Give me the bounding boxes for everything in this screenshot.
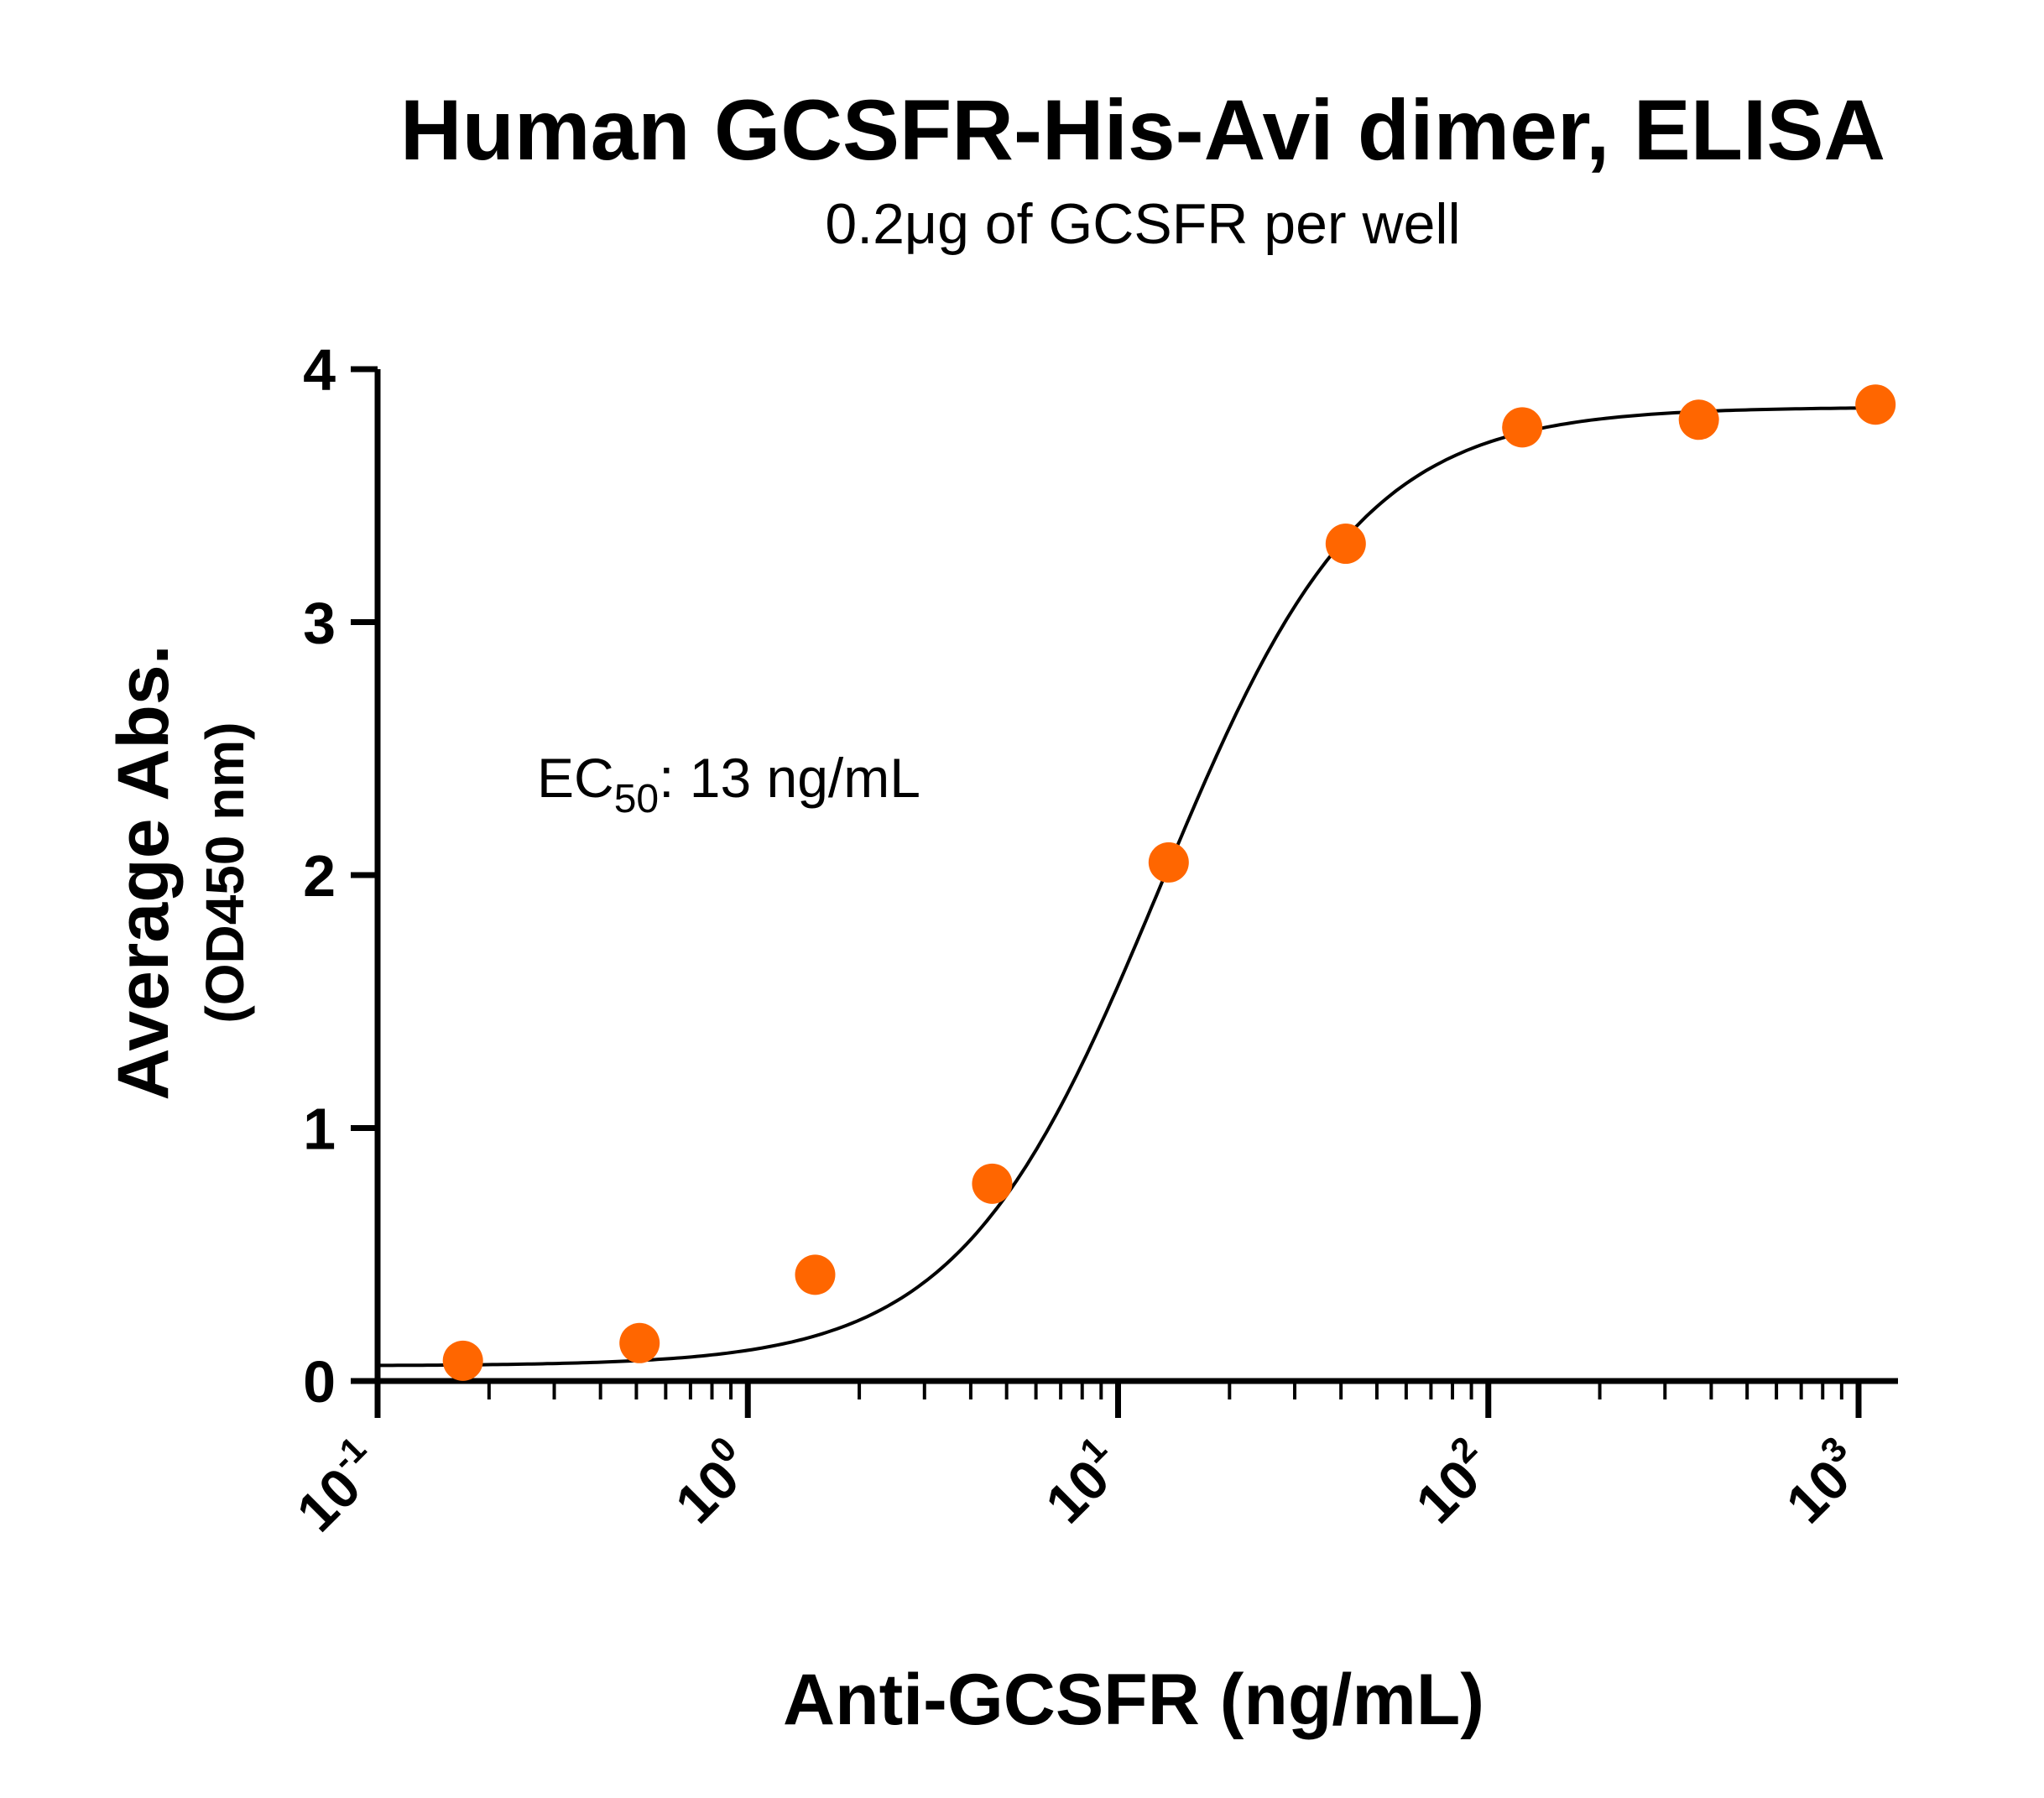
y-tick-label: 3 xyxy=(303,591,336,656)
data-points xyxy=(442,384,1896,1381)
ec50-annotation-value: : 13 ng/mL xyxy=(659,747,920,809)
data-point xyxy=(795,1254,836,1295)
y-tick-label: 2 xyxy=(303,843,336,909)
ec50-annotation-subscript: 50 xyxy=(614,777,659,821)
y-axis-sublabel: (OD450 nm) xyxy=(195,722,255,1023)
x-tick-label: 103 xyxy=(1769,1429,1875,1535)
axes: 0 1 2 3 4 10-1 100 101 102 103 xyxy=(280,337,1898,1543)
x-axis-label: Anti-GCSFR (ng/mL) xyxy=(783,1660,1484,1740)
x-tick-label-group: 102 xyxy=(1399,1429,1504,1535)
ec50-annotation-prefix: EC xyxy=(537,747,614,809)
ec50-annotation: EC50: 13 ng/mL xyxy=(537,747,920,821)
x-tick-label-group: 10-1 xyxy=(280,1429,394,1543)
data-point xyxy=(442,1340,483,1381)
y-tick-label: 4 xyxy=(303,337,336,403)
data-point xyxy=(1678,399,1719,440)
chart-subtitle: 0.2μg of GCSFR per well xyxy=(825,192,1460,256)
data-point xyxy=(972,1163,1013,1204)
x-tick-label: 10-1 xyxy=(280,1429,394,1543)
fit-curve-layer xyxy=(378,406,1876,1368)
x-tick-label: 102 xyxy=(1399,1429,1504,1535)
data-point xyxy=(1855,384,1896,425)
fit-curve xyxy=(378,406,1876,1368)
data-point xyxy=(1148,842,1189,883)
y-tick-label: 1 xyxy=(303,1097,336,1162)
x-tick-label-group: 101 xyxy=(1029,1429,1134,1535)
data-point xyxy=(619,1322,660,1363)
y-axis-label: Average Abs. xyxy=(103,644,184,1100)
x-tick-label: 101 xyxy=(1029,1429,1134,1535)
data-point xyxy=(1325,524,1366,565)
y-tick-label: 0 xyxy=(303,1349,336,1415)
data-point xyxy=(1502,407,1543,448)
y-axis-label-group: Average Abs. (OD450 nm) xyxy=(103,644,255,1100)
chart-title: Human GCSFR-His-Avi dimer, ELISA xyxy=(400,82,1885,178)
x-tick-label-group: 100 xyxy=(659,1429,764,1535)
x-tick-label-group: 103 xyxy=(1769,1429,1875,1535)
x-tick-label: 100 xyxy=(659,1429,764,1535)
